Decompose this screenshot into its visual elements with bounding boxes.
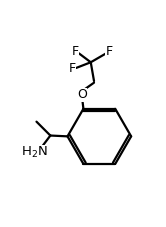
Text: F: F: [72, 45, 79, 58]
Text: F: F: [68, 62, 76, 75]
Text: H$_2$N: H$_2$N: [21, 145, 47, 160]
Text: O: O: [77, 88, 87, 101]
Text: F: F: [106, 45, 113, 58]
